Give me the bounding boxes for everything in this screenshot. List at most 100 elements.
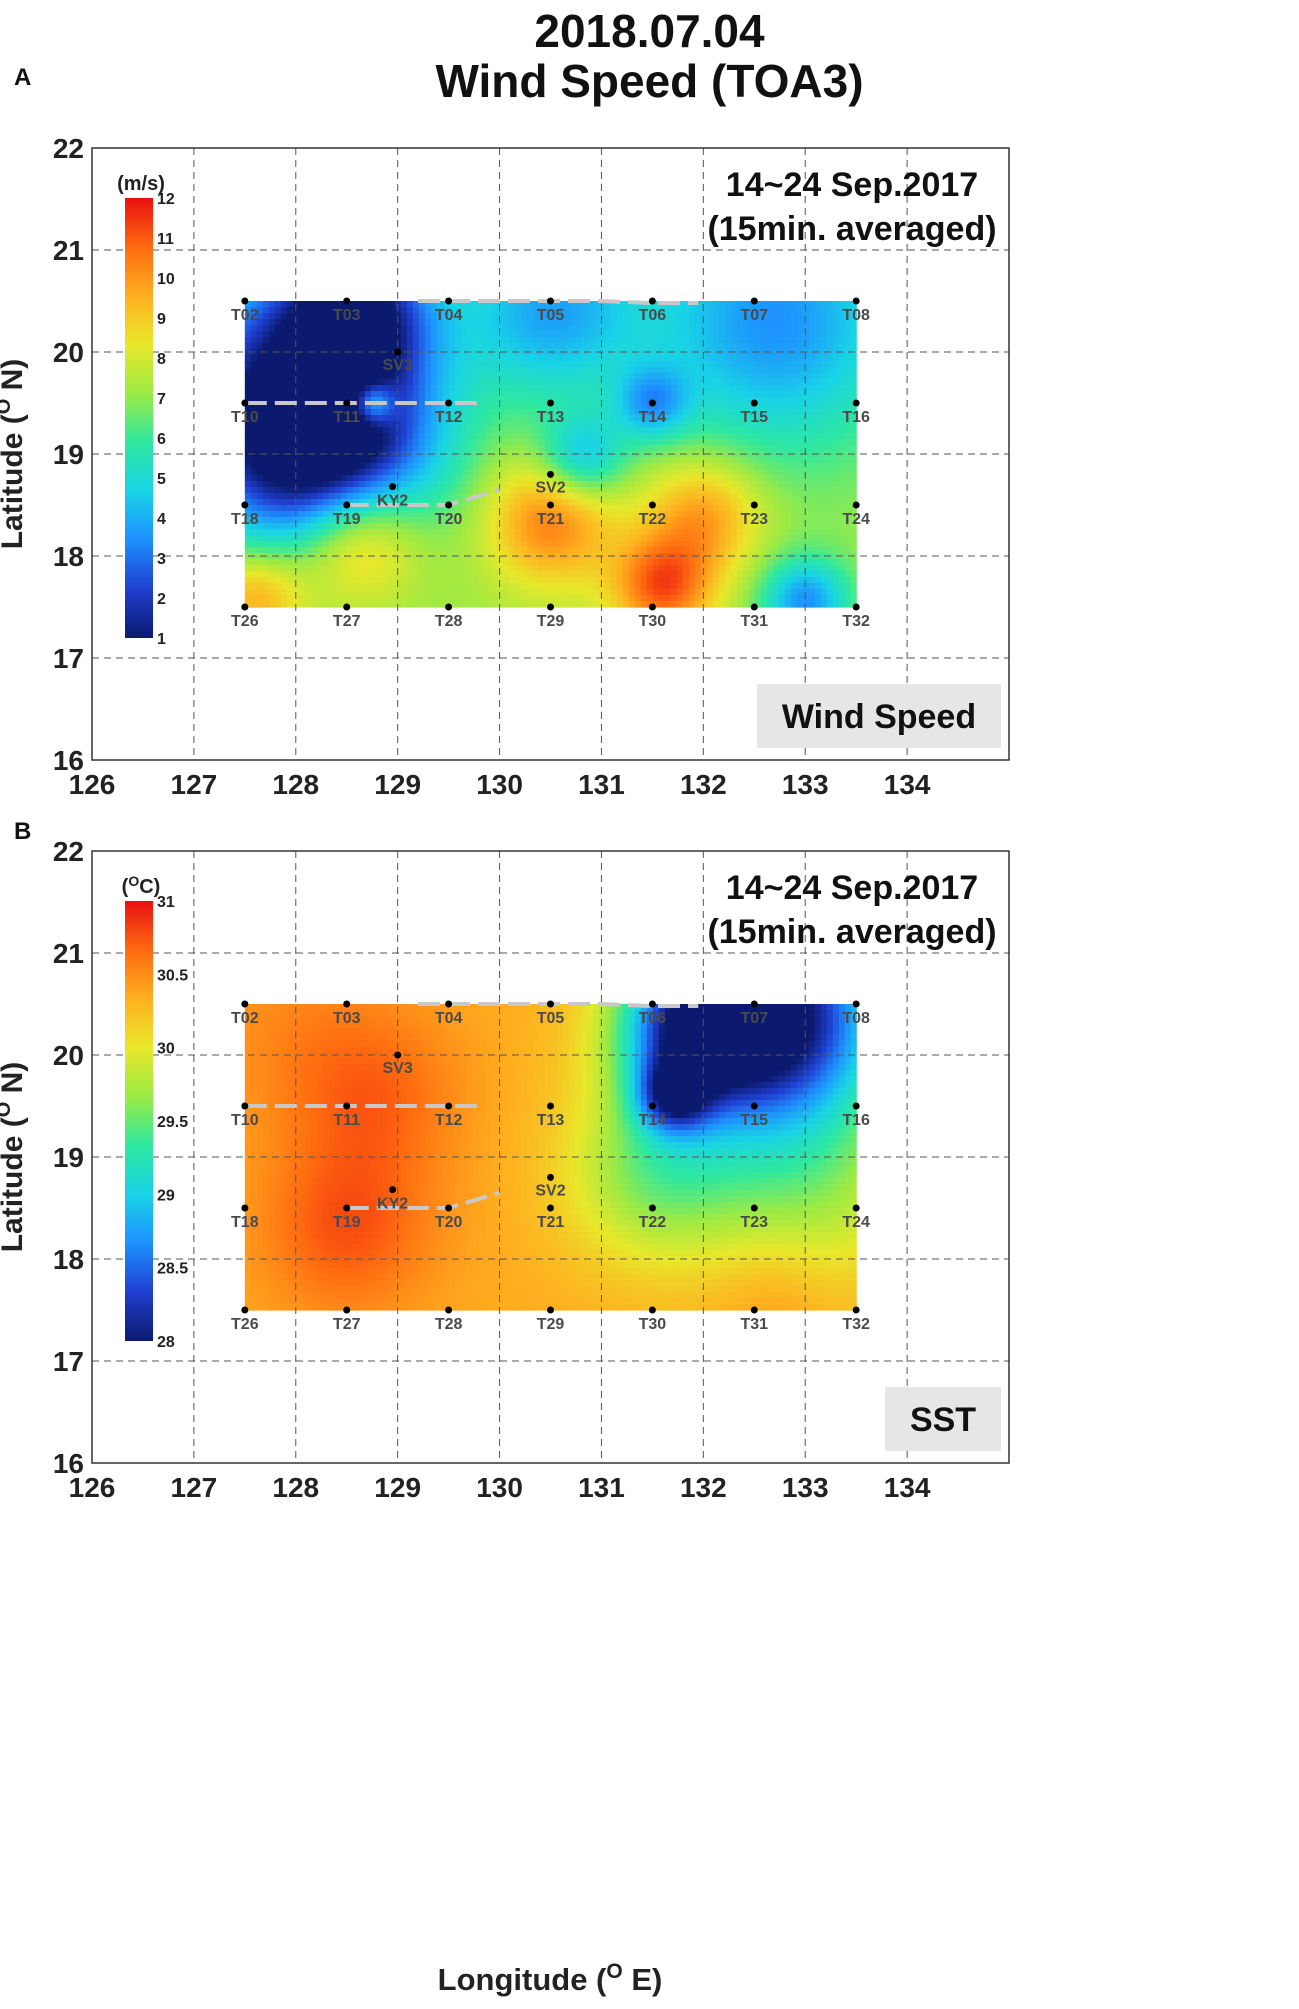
- field-cell: [724, 433, 732, 440]
- field-cell: [622, 469, 630, 476]
- field-cell: [724, 403, 732, 410]
- field-cell: [490, 355, 498, 362]
- field-cell: [634, 589, 642, 596]
- field-cell: [814, 481, 822, 488]
- field-cell: [580, 373, 588, 380]
- field-cell: [634, 559, 642, 566]
- field-cell: [424, 583, 432, 590]
- field-cell: [412, 523, 420, 530]
- field-cell: [712, 409, 720, 416]
- field-cell: [322, 361, 330, 368]
- field-cell: [298, 319, 306, 326]
- field-cell: [724, 415, 732, 422]
- field-cell: [382, 457, 390, 464]
- field-cell: [346, 307, 354, 314]
- field-cell: [640, 445, 648, 452]
- field-cell: [574, 547, 582, 554]
- field-cell: [316, 385, 324, 392]
- field-cell: [526, 571, 534, 578]
- field-cell: [574, 367, 582, 374]
- field-cell: [616, 523, 624, 530]
- field-cell: [484, 535, 492, 542]
- field-cell: [736, 385, 744, 392]
- field-cell: [766, 481, 774, 488]
- field-cell: [280, 331, 288, 338]
- field-cell: [694, 307, 702, 314]
- field-cell: [316, 571, 324, 578]
- field-cell: [316, 403, 324, 410]
- field-cell: [382, 319, 390, 326]
- field-cell: [424, 433, 432, 440]
- field-cell: [544, 409, 552, 416]
- field-cell: [424, 547, 432, 554]
- field-cell: [244, 397, 252, 404]
- field-cell: [772, 499, 780, 506]
- field-cell: [820, 469, 828, 476]
- field-cell: [568, 505, 576, 512]
- field-cell: [664, 319, 672, 326]
- field-cell: [256, 409, 264, 416]
- field-cell: [424, 313, 432, 320]
- field-cell: [814, 331, 822, 338]
- field-cell: [808, 445, 816, 452]
- field-cell: [724, 517, 732, 524]
- field-cell: [838, 373, 846, 380]
- field-cell: [652, 541, 660, 548]
- field-cell: [778, 493, 786, 500]
- field-cell: [814, 499, 822, 506]
- field-cell: [358, 547, 366, 554]
- field-cell: [478, 523, 486, 530]
- field-cell: [256, 577, 264, 584]
- field-cell: [280, 475, 288, 482]
- field-cell: [694, 481, 702, 488]
- field-cell: [376, 331, 384, 338]
- field-cell: [832, 505, 840, 512]
- field-cell: [772, 397, 780, 404]
- field-cell: [580, 313, 588, 320]
- field-cell: [742, 445, 750, 452]
- field-cell: [328, 541, 336, 548]
- field-cell: [724, 319, 732, 326]
- field-cell: [766, 535, 774, 542]
- field-cell: [658, 397, 666, 404]
- field-cell: [406, 439, 414, 446]
- field-cell: [784, 415, 792, 422]
- field-cell: [712, 589, 720, 596]
- field-cell: [460, 343, 468, 350]
- field-cell: [832, 361, 840, 368]
- field-cell: [448, 421, 456, 428]
- field-cell: [634, 367, 642, 374]
- field-cell: [508, 355, 516, 362]
- field-cell: [532, 517, 540, 524]
- field-cell: [580, 367, 588, 374]
- field-cell: [538, 517, 546, 524]
- field-cell: [820, 517, 828, 524]
- field-cell: [418, 547, 426, 554]
- field-cell: [718, 583, 726, 590]
- field-cell: [310, 529, 318, 536]
- field-cell: [472, 415, 480, 422]
- field-cell: [844, 367, 852, 374]
- field-cell: [838, 505, 846, 512]
- field-cell: [622, 361, 630, 368]
- field-cell: [430, 505, 438, 512]
- field-cell: [406, 517, 414, 524]
- field-cell: [334, 565, 342, 572]
- field-cell: [508, 517, 516, 524]
- field-cell: [658, 325, 666, 332]
- field-cell: [388, 397, 396, 404]
- field-cell: [466, 445, 474, 452]
- field-cell: [358, 583, 366, 590]
- field-cell: [766, 565, 774, 572]
- field-cell: [832, 469, 840, 476]
- field-cell: [298, 541, 306, 548]
- field-cell: [790, 523, 798, 530]
- field-cell: [802, 391, 810, 398]
- field-cell: [418, 421, 426, 428]
- field-cell: [502, 433, 510, 440]
- field-cell: [742, 319, 750, 326]
- field-cell: [388, 583, 396, 590]
- field-cell: [766, 421, 774, 428]
- field-cell: [652, 391, 660, 398]
- field-cell: [538, 343, 546, 350]
